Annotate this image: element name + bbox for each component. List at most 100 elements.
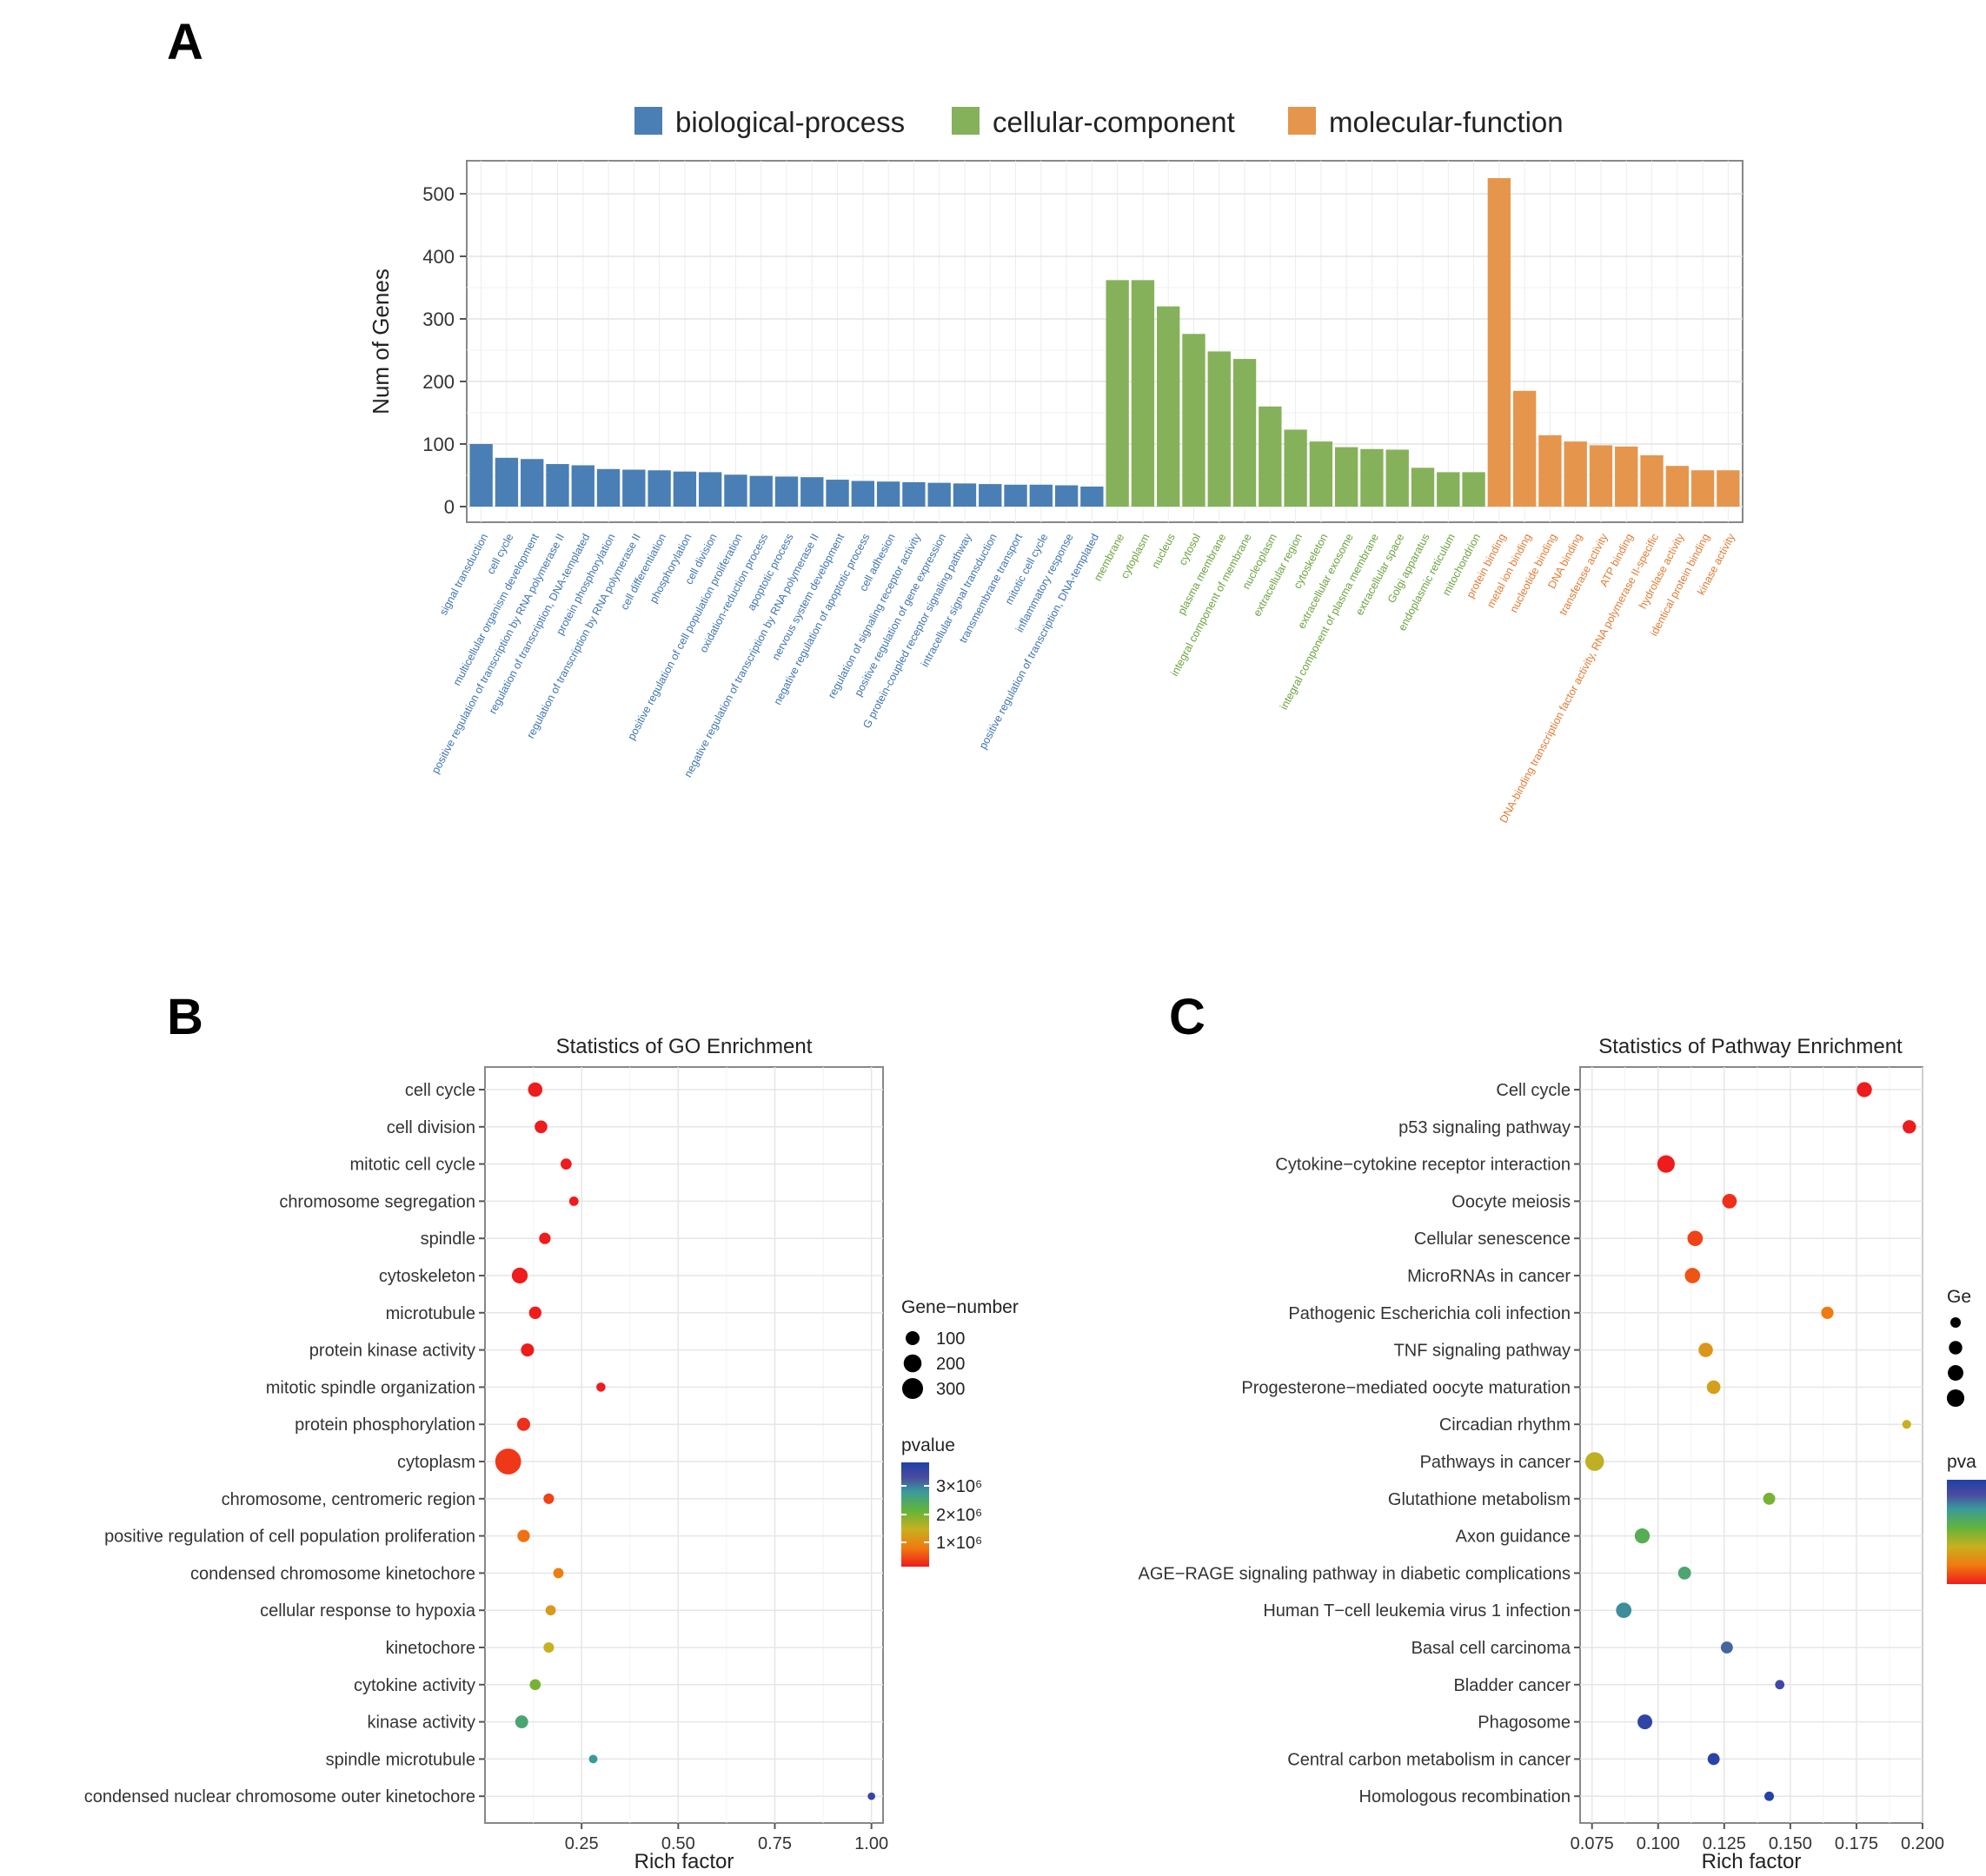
- y-label-oocyte-meiosis: Oocyte meiosis: [1451, 1192, 1571, 1211]
- bar-integral-component-of-membrane: [1232, 359, 1257, 507]
- legend-swatch-biological-process: [634, 107, 662, 135]
- bar-extracellular-exosome: [1334, 447, 1358, 507]
- y-label-condensed-nuclear-chromosome-outer-kinetochore: condensed nuclear chromosome outer kinet…: [84, 1787, 475, 1806]
- y-label-kinetochore: kinetochore: [386, 1639, 475, 1658]
- bar-dna-binding-transcription-factor-activity-rna-polymerase-ii-specific: [1640, 454, 1664, 507]
- y-tick-label-a: 0: [444, 496, 455, 518]
- legend-a: biological-process cellular-component mo…: [634, 106, 1564, 138]
- points-c: [1584, 1082, 1916, 1801]
- panel-label-a: A: [167, 14, 203, 70]
- bar-protein-phosphorylation: [596, 468, 621, 507]
- x-tick-label-0-150: 0.150: [1769, 1834, 1812, 1853]
- point-cytoskeleton: [511, 1267, 528, 1284]
- y-axis-title-a: Num of Genes: [368, 268, 394, 414]
- bar-extracellular-region: [1284, 429, 1307, 507]
- x-axis-c: 0.075 0.100 0.125 0.150 0.175 0.200: [1571, 1823, 1944, 1853]
- point-cytokine-activity: [529, 1679, 541, 1691]
- bars-a: [469, 178, 1740, 507]
- size-legend-dot-200: [903, 1354, 922, 1373]
- bar-inflammatory-response: [1054, 485, 1079, 507]
- y-label-phagosome: Phagosome: [1478, 1714, 1571, 1733]
- y-tick-label-a: 100: [422, 434, 455, 455]
- bar-kinase-activity: [1717, 470, 1740, 507]
- y-label-cellular-response-to-hypoxia: cellular response to hypoxia: [260, 1601, 476, 1621]
- points-b: [495, 1082, 875, 1800]
- y-label-protein-phosphorylation: protein phosphorylation: [295, 1415, 475, 1435]
- size-legend-dot-100: [906, 1331, 920, 1345]
- bar-multicellular-organism-development: [521, 459, 544, 507]
- point-circadian-rhythm: [1902, 1420, 1911, 1429]
- bar-cell-differentiation: [648, 470, 671, 507]
- point-condensed-chromosome-kinetochore: [553, 1568, 564, 1579]
- y-label-mitotic-cell-cycle: mitotic cell cycle: [350, 1156, 475, 1175]
- y-label-kinase-activity: kinase activity: [368, 1714, 476, 1733]
- plot-area-c: [1579, 1066, 1923, 1824]
- bar-dna-binding: [1564, 441, 1587, 507]
- y-label-condensed-chromosome-kinetochore: condensed chromosome kinetochore: [190, 1564, 475, 1583]
- point-pathways-in-cancer: [1584, 1452, 1604, 1471]
- bar-positive-regulation-of-gene-expression: [927, 482, 951, 507]
- point-cell-cycle: [1856, 1082, 1872, 1097]
- bar-cytoskeleton: [1309, 441, 1333, 507]
- color-legend-label-b-1e6: 1×10⁶: [936, 1534, 982, 1553]
- y-label-bladder-cancer: Bladder cancer: [1453, 1676, 1571, 1695]
- point-homologous-recombination: [1764, 1791, 1775, 1801]
- bar-nucleoplasm: [1259, 406, 1282, 507]
- bar-cytosol: [1182, 334, 1206, 507]
- bar-golgi-apparatus: [1411, 467, 1435, 507]
- bar-transmembrane-transport: [1004, 484, 1027, 507]
- y-label-cytoskeleton: cytoskeleton: [379, 1267, 475, 1286]
- point-protein-kinase-activity: [521, 1343, 535, 1357]
- point-tnf-signaling-pathway: [1698, 1342, 1713, 1357]
- point-condensed-nuclear-chromosome-outer-kinetochore: [867, 1792, 875, 1800]
- y-labels-b: cell cycle cell division mitotic cell cycl…: [84, 1081, 485, 1806]
- chart-b-title: Statistics of GO Enrichment: [556, 1035, 813, 1058]
- y-label-positive-regulation-of-cell-population-proliferation: positive regulation of cell population p…: [104, 1528, 475, 1547]
- y-label-cell-cycle: cell cycle: [405, 1081, 475, 1100]
- legend-swatch-cellular-component: [952, 107, 980, 135]
- x-tick-label-0-125: 0.125: [1703, 1834, 1746, 1853]
- point-cytokine-cytokine-receptor-interaction: [1657, 1155, 1675, 1173]
- y-label-human-t-cell-leukemia-virus-1-infection: Human T−cell leukemia virus 1 infection: [1263, 1601, 1571, 1621]
- y-label-cytokine-cytokine-receptor-interaction: Cytokine−cytokine receptor interaction: [1275, 1156, 1571, 1175]
- point-progesterone-mediated-oocyte-maturation: [1706, 1380, 1721, 1395]
- x-axis-title-b: Rich factor: [634, 1850, 734, 1873]
- point-cellular-senescence: [1687, 1230, 1704, 1247]
- y-label-cellular-senescence: Cellular senescence: [1414, 1230, 1571, 1249]
- bar-hydrolase-activity: [1665, 466, 1689, 507]
- bar-phosphorylation: [673, 471, 697, 507]
- y-label-tnf-signaling-pathway: TNF signaling pathway: [1394, 1342, 1571, 1361]
- point-pathogenic-escherichia-coli-infection: [1821, 1306, 1834, 1319]
- bar-regulation-of-transcription-dna-templated: [571, 465, 594, 507]
- y-label-axon-guidance: Axon guidance: [1456, 1528, 1571, 1547]
- y-label-pathways-in-cancer: Pathways in cancer: [1420, 1453, 1571, 1472]
- y-label-homologous-recombination: Homologous recombination: [1359, 1787, 1571, 1806]
- x-tick-label-0-25: 0.25: [565, 1834, 599, 1853]
- y-tick-label-a: 400: [422, 246, 455, 268]
- point-chromosome-segregation: [568, 1196, 579, 1206]
- x-tick-label-0-175: 0.175: [1835, 1834, 1878, 1853]
- legend-swatch-molecular-function: [1288, 107, 1316, 135]
- bar-plasma-membrane: [1207, 351, 1231, 507]
- gridlines-c: [1580, 1067, 1923, 1823]
- size-legend-dot-c-40: [1949, 1341, 1963, 1355]
- point-axon-guidance: [1634, 1528, 1651, 1544]
- bar-endoplasmic-reticulum: [1437, 472, 1460, 507]
- point-spindle: [539, 1232, 551, 1244]
- bar-apoptotic-process: [774, 476, 799, 507]
- point-cellular-response-to-hypoxia: [545, 1605, 556, 1616]
- point-cell-division: [535, 1120, 548, 1134]
- color-legend-label-b-2e6: 2×10⁶: [936, 1506, 982, 1525]
- size-legend-label-200: 200: [936, 1355, 965, 1374]
- y-tick-label-a: 200: [422, 371, 455, 393]
- size-legend-label-300: 300: [936, 1380, 965, 1399]
- size-legend-dot-c-60: [1948, 1365, 1963, 1381]
- y-label-cell-division: cell division: [387, 1118, 475, 1137]
- point-cytoplasm: [495, 1448, 521, 1475]
- y-label-progesterone-mediated-oocyte-maturation: Progesterone−mediated oocyte maturation: [1241, 1378, 1571, 1397]
- bar-regulation-of-transcription-by-rna-polymerase-ii: [622, 469, 646, 507]
- y-labels-c: Cell cycle p53 signaling pathway Cytokine−…: [1139, 1081, 1580, 1806]
- bar-cytoplasm: [1131, 280, 1155, 507]
- x-tick-label-0-200: 0.200: [1901, 1834, 1944, 1853]
- panel-label-b: B: [167, 989, 203, 1045]
